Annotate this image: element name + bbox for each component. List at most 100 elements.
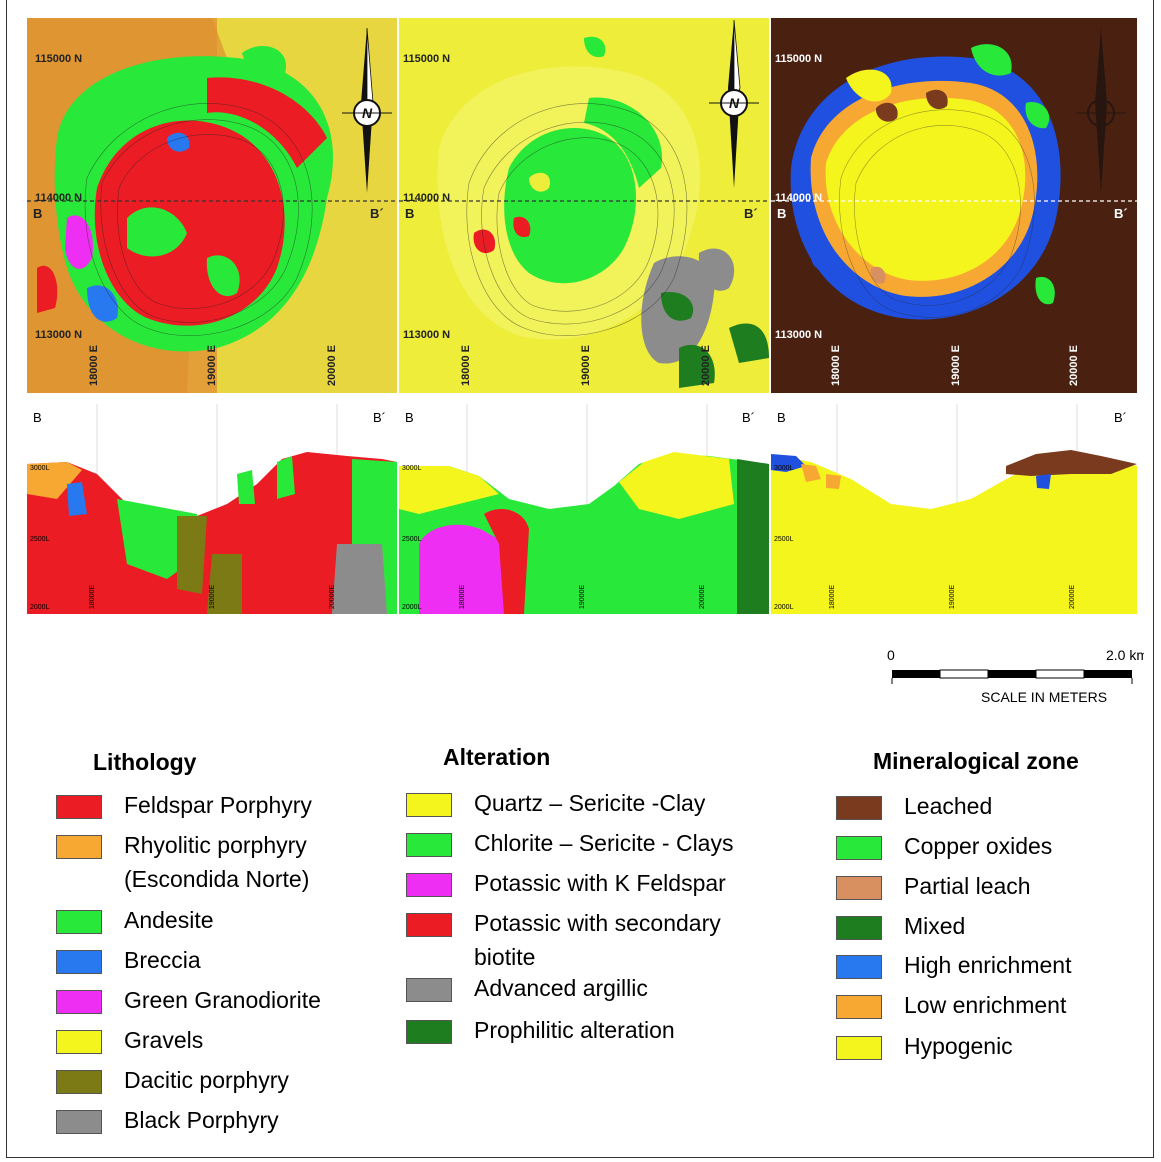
section-start-label: B bbox=[405, 410, 414, 425]
lithology-legend-label: Dacitic porphyry bbox=[124, 1067, 289, 1093]
lithology-legend-label: Feldspar Porphyry bbox=[124, 792, 312, 818]
northing-115000: 115000 N bbox=[775, 53, 822, 65]
lithology-legend-swatch bbox=[56, 950, 102, 974]
level-2500: 2500L bbox=[774, 536, 794, 543]
section-end-label: B´ bbox=[370, 206, 384, 221]
lithology-legend-item: Green Granodiorite bbox=[56, 987, 321, 1017]
mineralogical-legend-swatch bbox=[836, 955, 882, 979]
lithology-legend-label: Rhyolitic porphyry (Escondida Norte) bbox=[124, 832, 310, 892]
alteration-legend-swatch bbox=[406, 1020, 452, 1044]
easting-19000: 19000 E bbox=[206, 345, 218, 386]
northing-114000: 114000 N bbox=[775, 192, 822, 204]
easting-20000: 20000 E bbox=[1068, 345, 1080, 386]
section-start-label: B bbox=[405, 206, 414, 221]
northing-115000: 115000 N bbox=[403, 53, 450, 65]
scale-caption: SCALE IN METERS bbox=[981, 689, 1107, 705]
section-end-label: B´ bbox=[1114, 206, 1128, 221]
mineralogical-legend-item: High enrichment bbox=[836, 952, 1071, 982]
mineralogical-legend-label: Leached bbox=[904, 793, 993, 819]
northing-114000: 114000 N bbox=[403, 192, 450, 204]
lithology-legend-item: Breccia bbox=[56, 947, 201, 977]
lithology-legend-label: Gravels bbox=[124, 1027, 204, 1053]
lithology-legend-label: Green Granodiorite bbox=[124, 987, 321, 1013]
alteration-legend-item: Chlorite – Sericite - Clays bbox=[406, 830, 733, 860]
section-easting-19000: 19000E bbox=[209, 585, 216, 609]
mineralogical-legend-swatch bbox=[836, 995, 882, 1019]
lithology-legend-item: Andesite bbox=[56, 907, 214, 937]
level-2000: 2000L bbox=[402, 604, 422, 611]
level-2500: 2500L bbox=[30, 536, 50, 543]
lithology-legend-label: Andesite bbox=[124, 907, 214, 933]
easting-20000: 20000 E bbox=[700, 345, 712, 386]
alteration-legend-label: Potassic with K Feldspar bbox=[474, 870, 726, 896]
mineralogical-legend-label: Hypogenic bbox=[904, 1033, 1013, 1059]
easting-20000: 20000 E bbox=[326, 345, 338, 386]
level-2500: 2500L bbox=[402, 536, 422, 543]
north-label: N bbox=[729, 95, 740, 111]
lithology-legend-label: Breccia bbox=[124, 947, 201, 973]
northing-113000: 113000 N bbox=[35, 329, 82, 341]
mineralogical-legend-item: Leached bbox=[836, 793, 992, 823]
section-easting-20000: 20000E bbox=[329, 585, 336, 609]
level-2000: 2000L bbox=[30, 604, 50, 611]
section-easting-19000: 19000E bbox=[579, 585, 586, 609]
lithology-legend-swatch bbox=[56, 1110, 102, 1134]
lithology-legend-title: Lithology bbox=[93, 749, 197, 775]
lithology-legend-item: Black Porphyry bbox=[56, 1107, 279, 1137]
level-3000: 3000L bbox=[30, 465, 50, 472]
lithology-legend-item: Dacitic porphyry bbox=[56, 1067, 289, 1097]
alteration-legend-label: Potassic with secondary biotite bbox=[474, 910, 721, 970]
section-easting-20000: 20000E bbox=[1069, 585, 1076, 609]
section-start-label: B bbox=[33, 410, 42, 425]
mineralogical-map: 115000 N 114000 N 113000 N B B´ 18000 E … bbox=[771, 18, 1137, 393]
lithology-legend-item: Rhyolitic porphyry (Escondida Norte) bbox=[56, 832, 309, 896]
mineralogical-legend-label: Partial leach bbox=[904, 873, 1031, 899]
alteration-legend-swatch bbox=[406, 913, 452, 937]
mineralogical-legend-title: Mineralogical zone bbox=[873, 748, 1079, 774]
section-start-label: B bbox=[33, 206, 42, 221]
mineralogical-legend-label: Low enrichment bbox=[904, 992, 1067, 1018]
section-end-label: B´ bbox=[744, 206, 758, 221]
alteration-legend-item: Potassic with K Feldspar bbox=[406, 870, 726, 900]
mineralogical-legend-item: Low enrichment bbox=[836, 992, 1066, 1022]
section-end-label: B´ bbox=[373, 410, 386, 425]
mineralogical-legend-swatch bbox=[836, 916, 882, 940]
section-easting-18000: 18000E bbox=[829, 585, 836, 609]
mineralogical-legend-swatch bbox=[836, 876, 882, 900]
north-label: N bbox=[362, 105, 373, 121]
figure-frame bbox=[6, 0, 1154, 1158]
easting-19000: 19000 E bbox=[950, 345, 962, 386]
easting-18000: 18000 E bbox=[830, 345, 842, 386]
level-3000: 3000L bbox=[774, 465, 794, 472]
lithology-legend-item: Gravels bbox=[56, 1027, 203, 1057]
mineralogical-legend-label: Copper oxides bbox=[904, 833, 1053, 859]
alteration-legend-title: Alteration bbox=[443, 744, 551, 770]
alteration-legend-swatch bbox=[406, 833, 452, 857]
alteration-legend-item: Quartz – Sericite -Clay bbox=[406, 790, 705, 820]
lithology-legend-item: Feldspar Porphyry bbox=[56, 792, 312, 822]
level-3000: 3000L bbox=[402, 465, 422, 472]
alteration-legend-swatch bbox=[406, 978, 452, 1002]
section-end-label: B´ bbox=[742, 410, 755, 425]
scale-max: 2.0 km bbox=[1106, 647, 1144, 663]
easting-18000: 18000 E bbox=[88, 345, 100, 386]
alteration-legend-swatch bbox=[406, 873, 452, 897]
mineralogical-legend-swatch bbox=[836, 836, 882, 860]
north-arrow-icon: N bbox=[709, 19, 759, 188]
easting-19000: 19000 E bbox=[580, 345, 592, 386]
alteration-legend-item: Advanced argillic bbox=[406, 975, 648, 1005]
mineralogical-section: B B´ 3000L 2500L 2000L 18000E 19000E 200… bbox=[771, 404, 1137, 614]
lithology-map: 115000 N 114000 N 113000 N B B´ 18000 E … bbox=[27, 18, 397, 393]
section-start-label: B bbox=[777, 206, 786, 221]
northing-113000: 113000 N bbox=[775, 329, 822, 341]
easting-18000: 18000 E bbox=[460, 345, 472, 386]
lithology-legend-swatch bbox=[56, 1070, 102, 1094]
level-2000: 2000L bbox=[774, 604, 794, 611]
northing-115000: 115000 N bbox=[35, 53, 82, 65]
mineralogical-legend-label: High enrichment bbox=[904, 952, 1072, 978]
alteration-legend-label: Prophilitic alteration bbox=[474, 1017, 675, 1043]
northing-113000: 113000 N bbox=[403, 329, 450, 341]
alteration-legend-item: Potassic with secondary biotite bbox=[406, 910, 721, 974]
north-label: N bbox=[1096, 105, 1107, 121]
section-easting-18000: 18000E bbox=[89, 585, 96, 609]
